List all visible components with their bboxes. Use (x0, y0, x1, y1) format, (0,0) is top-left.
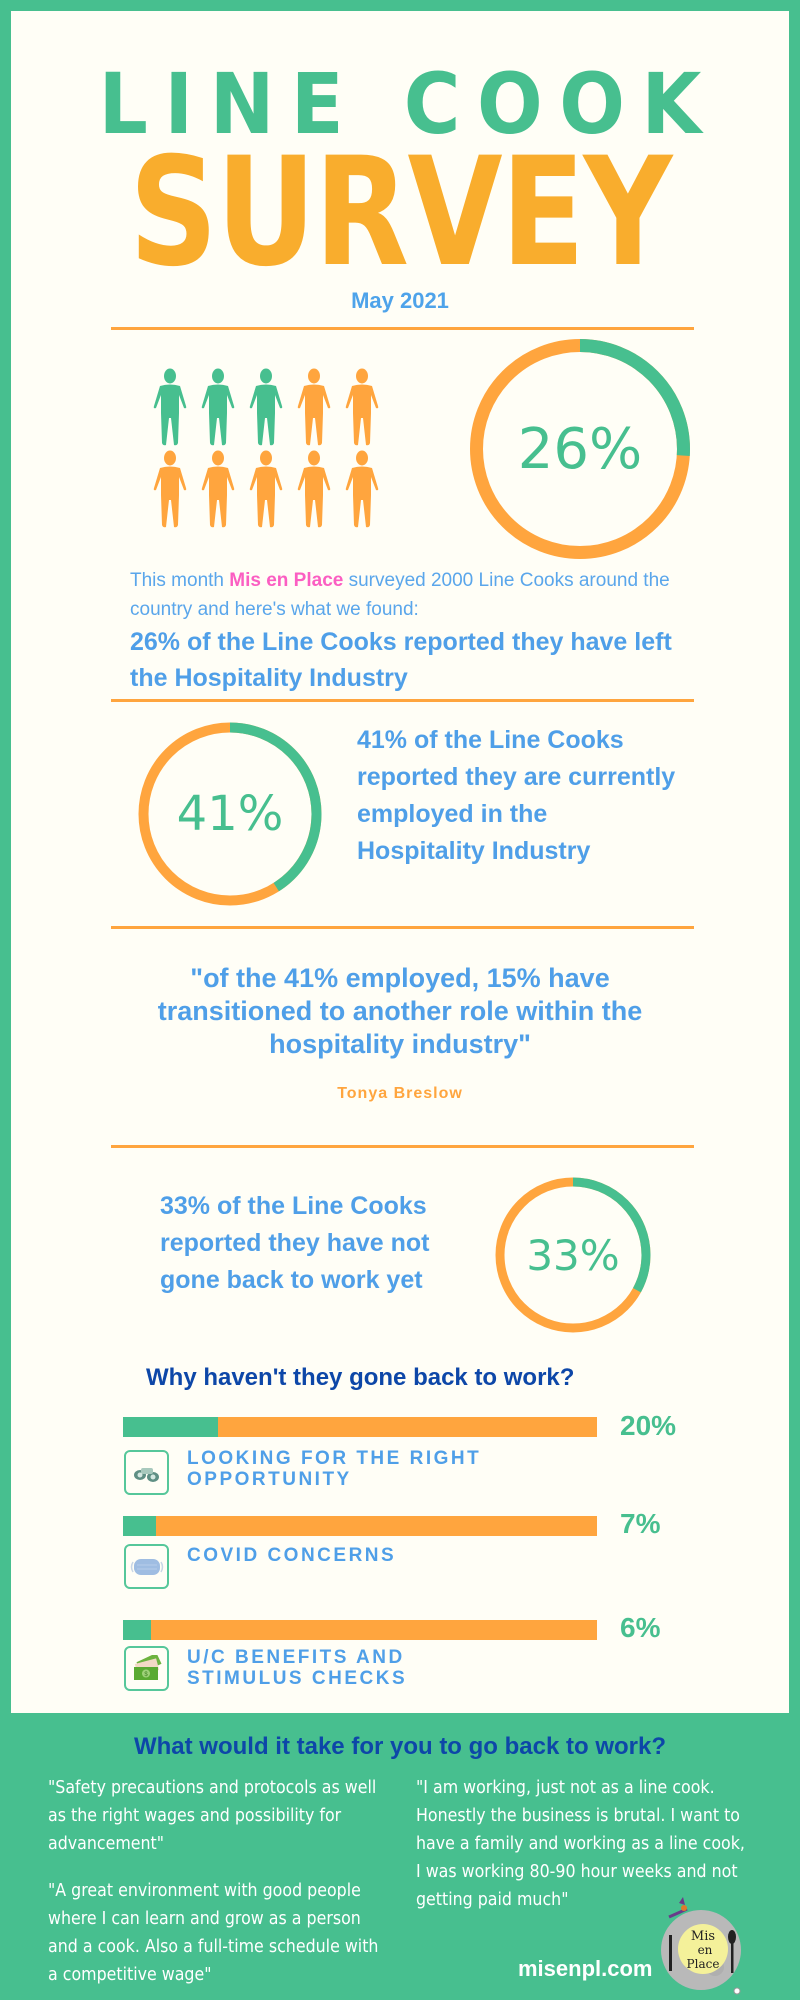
headline-26: 26% of the Line Cooks reported they have… (130, 628, 672, 692)
ring-svg (138, 722, 322, 906)
footer-heading: What would it take for you to go back to… (133, 1733, 666, 1760)
binoculars-icon (124, 1450, 169, 1495)
employed-text: 41% of the Line Cooks reported they are … (357, 726, 676, 865)
quote-author: Tonya Breslow (337, 1085, 463, 1102)
intro-text: This month Mis en Place surveyed 2000 Li… (130, 566, 690, 624)
intro-suffix: surveyed 2000 Line Cooks around the coun… (130, 570, 670, 620)
person-icon (249, 450, 283, 528)
pull-quote: "of the 41% employed, 15% have transitio… (157, 963, 643, 1059)
ring-svg (495, 1177, 651, 1333)
logo-text: en (698, 1943, 713, 1957)
brand-name: Mis en Place (229, 570, 344, 591)
reason-percent: 20% (620, 1410, 677, 1441)
ring-value: 33% (526, 1230, 620, 1280)
bar-fill (123, 1516, 157, 1536)
reason-bar (123, 1417, 597, 1437)
ring-value: 26% (517, 416, 643, 482)
reason-percent: 6% (620, 1612, 661, 1643)
ring-chart-41: 41% (138, 722, 322, 906)
reason-label: U/C benefits and stimulus checks (187, 1647, 408, 1689)
ring-value: 41% (176, 786, 284, 842)
person-icon (249, 368, 283, 446)
divider (111, 327, 694, 330)
people-icon-grid (148, 368, 384, 532)
divider (111, 699, 694, 702)
person-icon (153, 450, 187, 528)
person-icon (201, 368, 235, 446)
person-icon (153, 368, 187, 446)
divider (111, 1145, 694, 1148)
response-quote: "A great environment with good people wh… (48, 1880, 379, 1985)
reason-percent: 7% (620, 1508, 661, 1539)
person-icon (297, 368, 331, 446)
mis-en-place-logo: Mis en Place (657, 1895, 745, 1995)
person-icon (345, 368, 379, 446)
svg-text:$: $ (144, 1672, 148, 1678)
logo-text: Mis (691, 1929, 715, 1944)
logo-text: Place (687, 1957, 720, 1971)
reason-label: Looking for the right opportunity (187, 1448, 482, 1490)
reasons-heading: Why haven't they gone back to work? (146, 1364, 575, 1391)
reason-bar (123, 1620, 597, 1640)
reason-bar (123, 1516, 597, 1536)
cash-icon: $ (124, 1646, 169, 1691)
response-quote: "Safety precautions and protocols as wel… (48, 1777, 377, 1854)
reason-label: Covid concerns (187, 1545, 397, 1566)
bar-fill (123, 1417, 218, 1437)
response-quote: "I am working, just not as a line cook. … (416, 1777, 745, 1910)
ring-chart-26: 26% (470, 339, 690, 559)
ring-chart-33: 33% (495, 1177, 651, 1333)
website-link[interactable]: misenpl.com (518, 1956, 653, 1981)
bar-fill (123, 1620, 152, 1640)
people-row (148, 368, 384, 448)
people-row (148, 450, 384, 530)
not-back-text: 33% of the Line Cooks reported they have… (160, 1192, 430, 1294)
intro-prefix: This month (130, 570, 230, 591)
person-icon (201, 450, 235, 528)
title-survey: SURVEY (129, 126, 672, 300)
person-icon (297, 450, 331, 528)
divider (111, 926, 694, 929)
ring-svg (470, 339, 690, 559)
title-line-cook: LINE COOK (98, 55, 718, 153)
survey-date: May 2021 (351, 288, 449, 313)
face-mask-icon (124, 1544, 169, 1589)
person-icon (345, 450, 379, 528)
